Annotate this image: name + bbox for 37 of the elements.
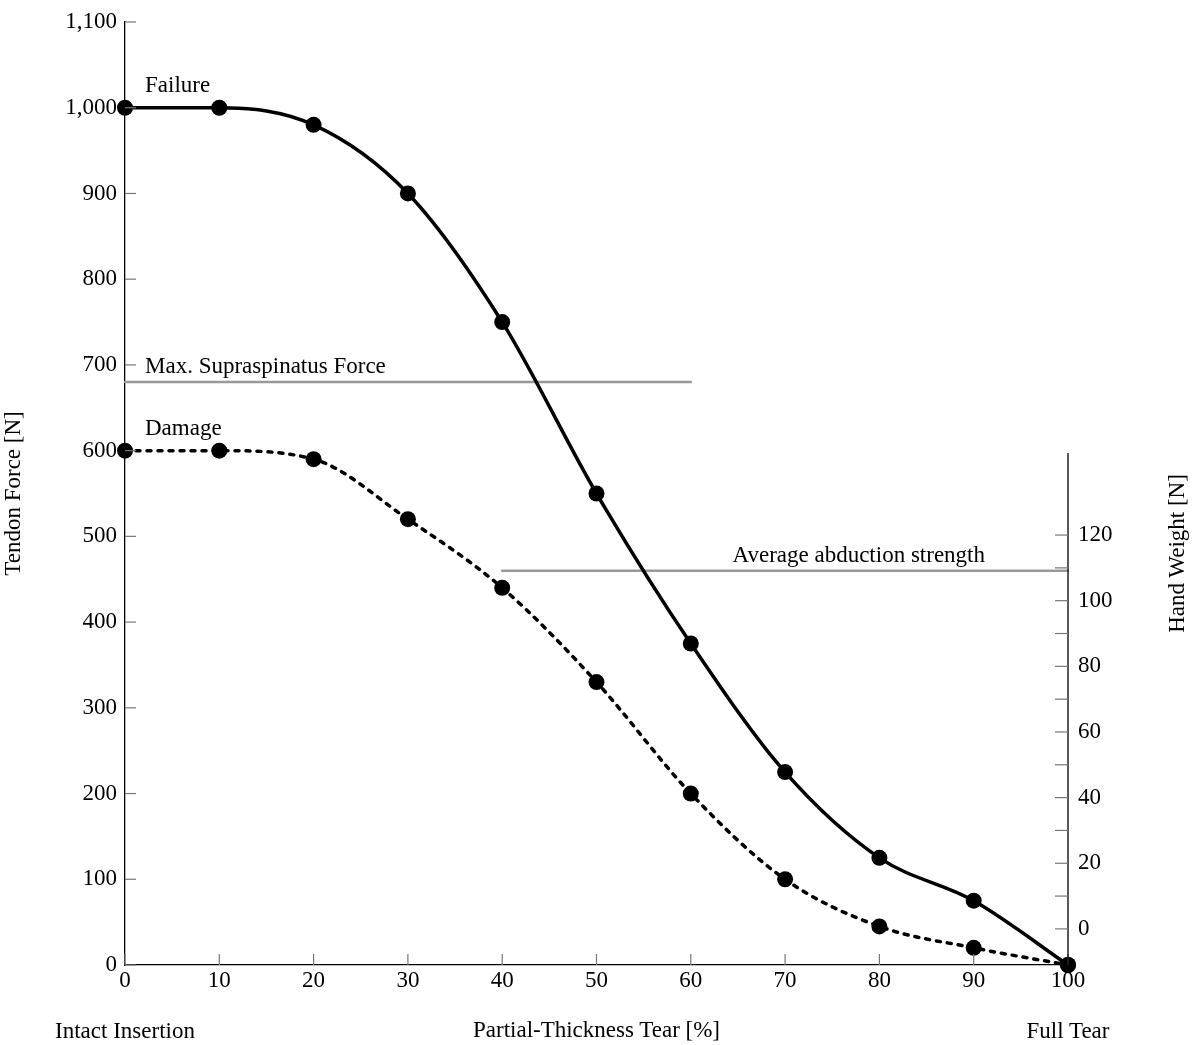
y2-tick-label: 100 xyxy=(1078,586,1113,612)
y2-axis-title: Hand Weight [N] xyxy=(1164,474,1190,633)
y-tick-label: 400 xyxy=(82,608,117,634)
x-tick-label: 40 xyxy=(490,966,514,992)
y-tick-label: 800 xyxy=(82,265,117,291)
y-tick-label: 100 xyxy=(82,865,117,891)
y-tick-label: 300 xyxy=(82,693,117,719)
x-tick-label: 100 xyxy=(1050,966,1086,992)
series-label: Damage xyxy=(145,414,222,440)
x-tick-label: 50 xyxy=(585,966,608,992)
y2-tick-label: 0 xyxy=(1078,914,1090,940)
y-tick-label: 1,000 xyxy=(65,93,117,119)
y-tick-label: 900 xyxy=(82,179,117,205)
text: Full Tear xyxy=(1026,1018,1110,1043)
x-tick-label: 30 xyxy=(396,966,420,992)
series-label: Failure xyxy=(145,71,211,97)
y-axis-title: Tendon Force [N] xyxy=(0,411,25,576)
y-tick-label: 200 xyxy=(82,779,117,805)
y-tick-label: 1,100 xyxy=(65,8,117,34)
y-tick-label: 700 xyxy=(82,350,117,376)
y2-tick-label: 40 xyxy=(1078,783,1101,809)
x-tick-label: 60 xyxy=(679,966,703,992)
y2-tick-label: 120 xyxy=(1078,521,1113,547)
y-tick-label: 600 xyxy=(82,436,117,462)
series-label: Max. Supraspinatus Force xyxy=(145,353,386,379)
x-tick-label: 90 xyxy=(962,966,986,992)
y2-tick-label: 60 xyxy=(1078,718,1101,744)
text: Intact Insertion xyxy=(55,1018,196,1043)
x-tick-label: 20 xyxy=(302,966,326,992)
x-tick-label: 70 xyxy=(773,966,797,992)
y-tick-label: 500 xyxy=(82,522,117,548)
x-tick-label: 10 xyxy=(207,966,231,992)
y2-tick-label: 80 xyxy=(1078,652,1101,678)
series-label: Average abduction strength xyxy=(732,541,986,567)
x-axis-title: Partial-Thickness Tear [%] xyxy=(472,1017,721,1043)
y2-tick-label: 20 xyxy=(1078,849,1101,875)
x-tick-label: 80 xyxy=(867,966,891,992)
